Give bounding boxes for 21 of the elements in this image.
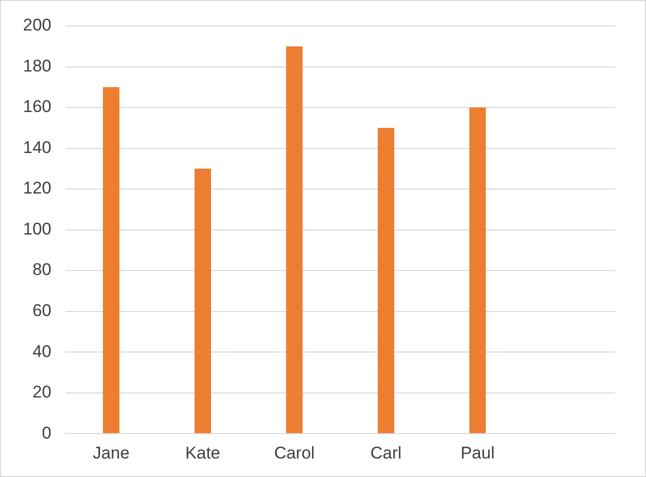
y-tick-label: 40 <box>32 342 52 361</box>
y-tick-label: 60 <box>32 301 52 320</box>
y-tick-label: 120 <box>22 178 52 198</box>
y-tick-label: 180 <box>22 56 52 76</box>
x-tick-label: Carl <box>370 443 402 462</box>
bar <box>286 46 303 434</box>
y-tick-label: 0 <box>42 423 52 442</box>
y-tick-label: 80 <box>32 260 52 280</box>
x-tick-label: Paul <box>460 443 495 462</box>
x-tick-label: Kate <box>185 443 220 462</box>
y-tick-label: 140 <box>22 138 52 157</box>
x-tick-label: Jane <box>92 443 130 462</box>
x-tick-label: Carol <box>274 443 315 462</box>
y-tick-label: 200 <box>22 16 52 35</box>
y-tick-label: 20 <box>32 382 52 402</box>
bar <box>469 108 486 434</box>
bar <box>378 128 394 434</box>
y-tick-label: 160 <box>22 97 52 116</box>
y-tick-label: 100 <box>22 219 52 238</box>
bar <box>194 168 212 434</box>
bar <box>102 87 120 434</box>
